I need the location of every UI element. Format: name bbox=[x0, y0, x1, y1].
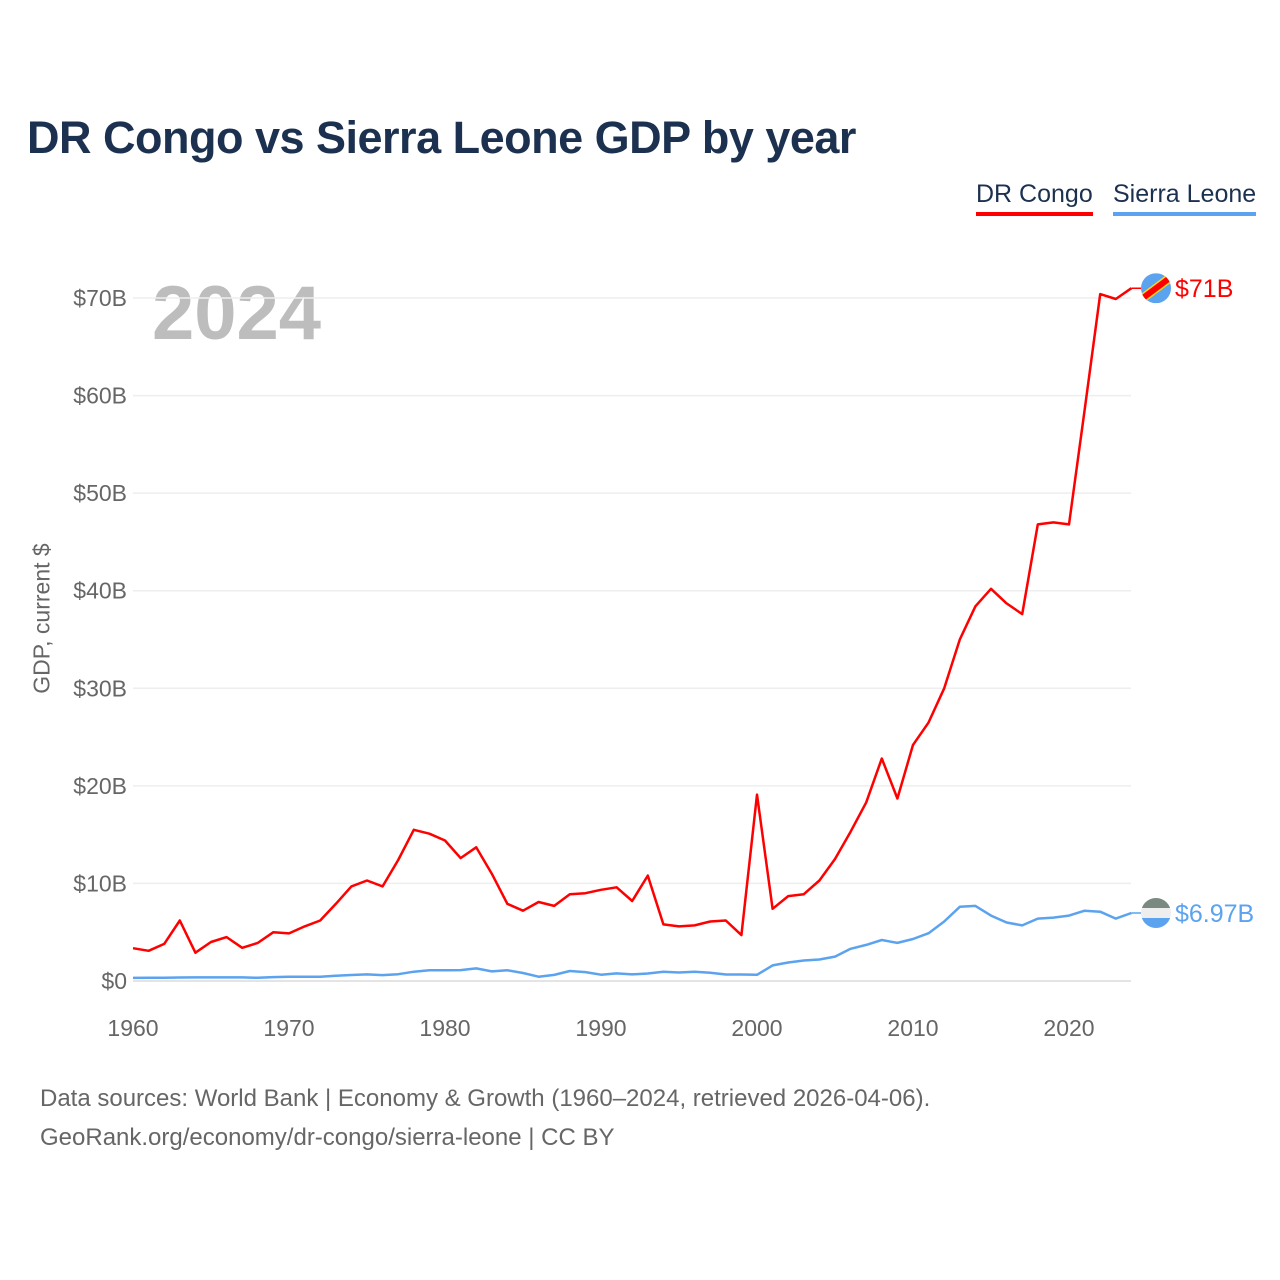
x-tick-label: 1960 bbox=[107, 1015, 158, 1041]
sierra-leone-flag-icon bbox=[1141, 897, 1171, 928]
x-tick-label: 2000 bbox=[731, 1015, 782, 1041]
x-tick-label: 1990 bbox=[575, 1015, 626, 1041]
x-tick-label: 2020 bbox=[1043, 1015, 1094, 1041]
y-tick-label: $40B bbox=[73, 578, 127, 604]
footer-link[interactable]: GeoRank.org/economy/dr-congo/sierra-leon… bbox=[40, 1124, 615, 1151]
x-tick-label: 1980 bbox=[419, 1015, 470, 1041]
y-tick-label: $60B bbox=[73, 383, 127, 409]
legend-sierra-leone[interactable]: Sierra Leone bbox=[1113, 180, 1257, 216]
y-tick-label: $10B bbox=[73, 870, 127, 896]
end-value-label: $71B bbox=[1175, 275, 1233, 303]
x-tick-label: 2010 bbox=[887, 1015, 938, 1041]
y-tick-label: $50B bbox=[73, 480, 127, 506]
dr-congo-flag-icon bbox=[1141, 273, 1171, 304]
series-line-sierra-leone bbox=[132, 904, 1132, 980]
series-line-dr-congo bbox=[132, 287, 1133, 954]
x-tick-label: 1970 bbox=[263, 1015, 314, 1041]
end-value-label: $6.97B bbox=[1175, 900, 1254, 928]
chart-title: DR Congo vs Sierra Leone GDP by year bbox=[27, 112, 856, 163]
y-tick-label: $0 bbox=[101, 968, 127, 994]
footer-sources: Data sources: World Bank | Economy & Gro… bbox=[40, 1085, 931, 1112]
year-label: 2024 bbox=[152, 271, 322, 356]
legend-dr-congo[interactable]: DR Congo bbox=[976, 180, 1093, 216]
y-tick-label: $70B bbox=[73, 285, 127, 311]
y-tick-label: $30B bbox=[73, 675, 127, 701]
y-tick-label: $20B bbox=[73, 773, 127, 799]
